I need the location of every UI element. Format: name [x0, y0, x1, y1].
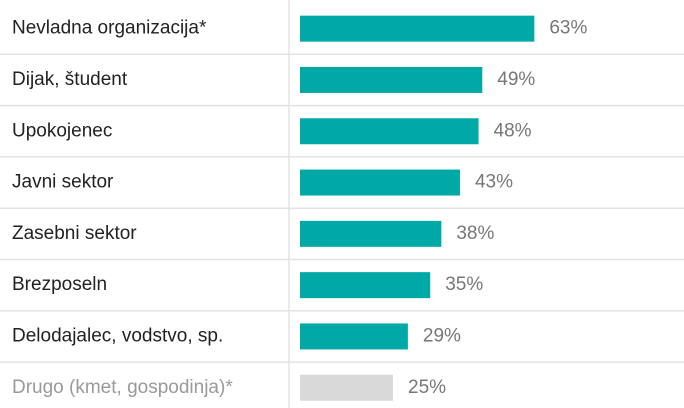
value-label: 25% [408, 377, 446, 398]
bar [300, 169, 460, 196]
bar [300, 66, 483, 93]
bar [300, 15, 535, 42]
category-label: Brezposeln [12, 274, 107, 295]
category-label: Delodajalec, vodstvo, sp. [12, 325, 223, 346]
bar [300, 220, 442, 247]
category-label: Zasebni sektor [12, 223, 137, 244]
category-label: Drugo (kmet, gospodinja)* [12, 377, 233, 398]
bar [300, 374, 393, 401]
bar [300, 272, 431, 299]
bar [300, 323, 408, 350]
value-label: 43% [475, 172, 513, 193]
value-label: 35% [445, 274, 483, 295]
value-label: 38% [456, 223, 494, 244]
value-label: 49% [497, 69, 535, 90]
value-label: 63% [549, 18, 587, 39]
category-label: Nevladna organizacija* [12, 18, 207, 39]
bar [300, 118, 479, 145]
value-label: 48% [494, 120, 532, 141]
category-label: Javni sektor [12, 172, 114, 193]
value-label: 29% [423, 325, 461, 346]
category-label: Dijak, študent [12, 69, 128, 90]
category-label: Upokojenec [12, 120, 112, 141]
